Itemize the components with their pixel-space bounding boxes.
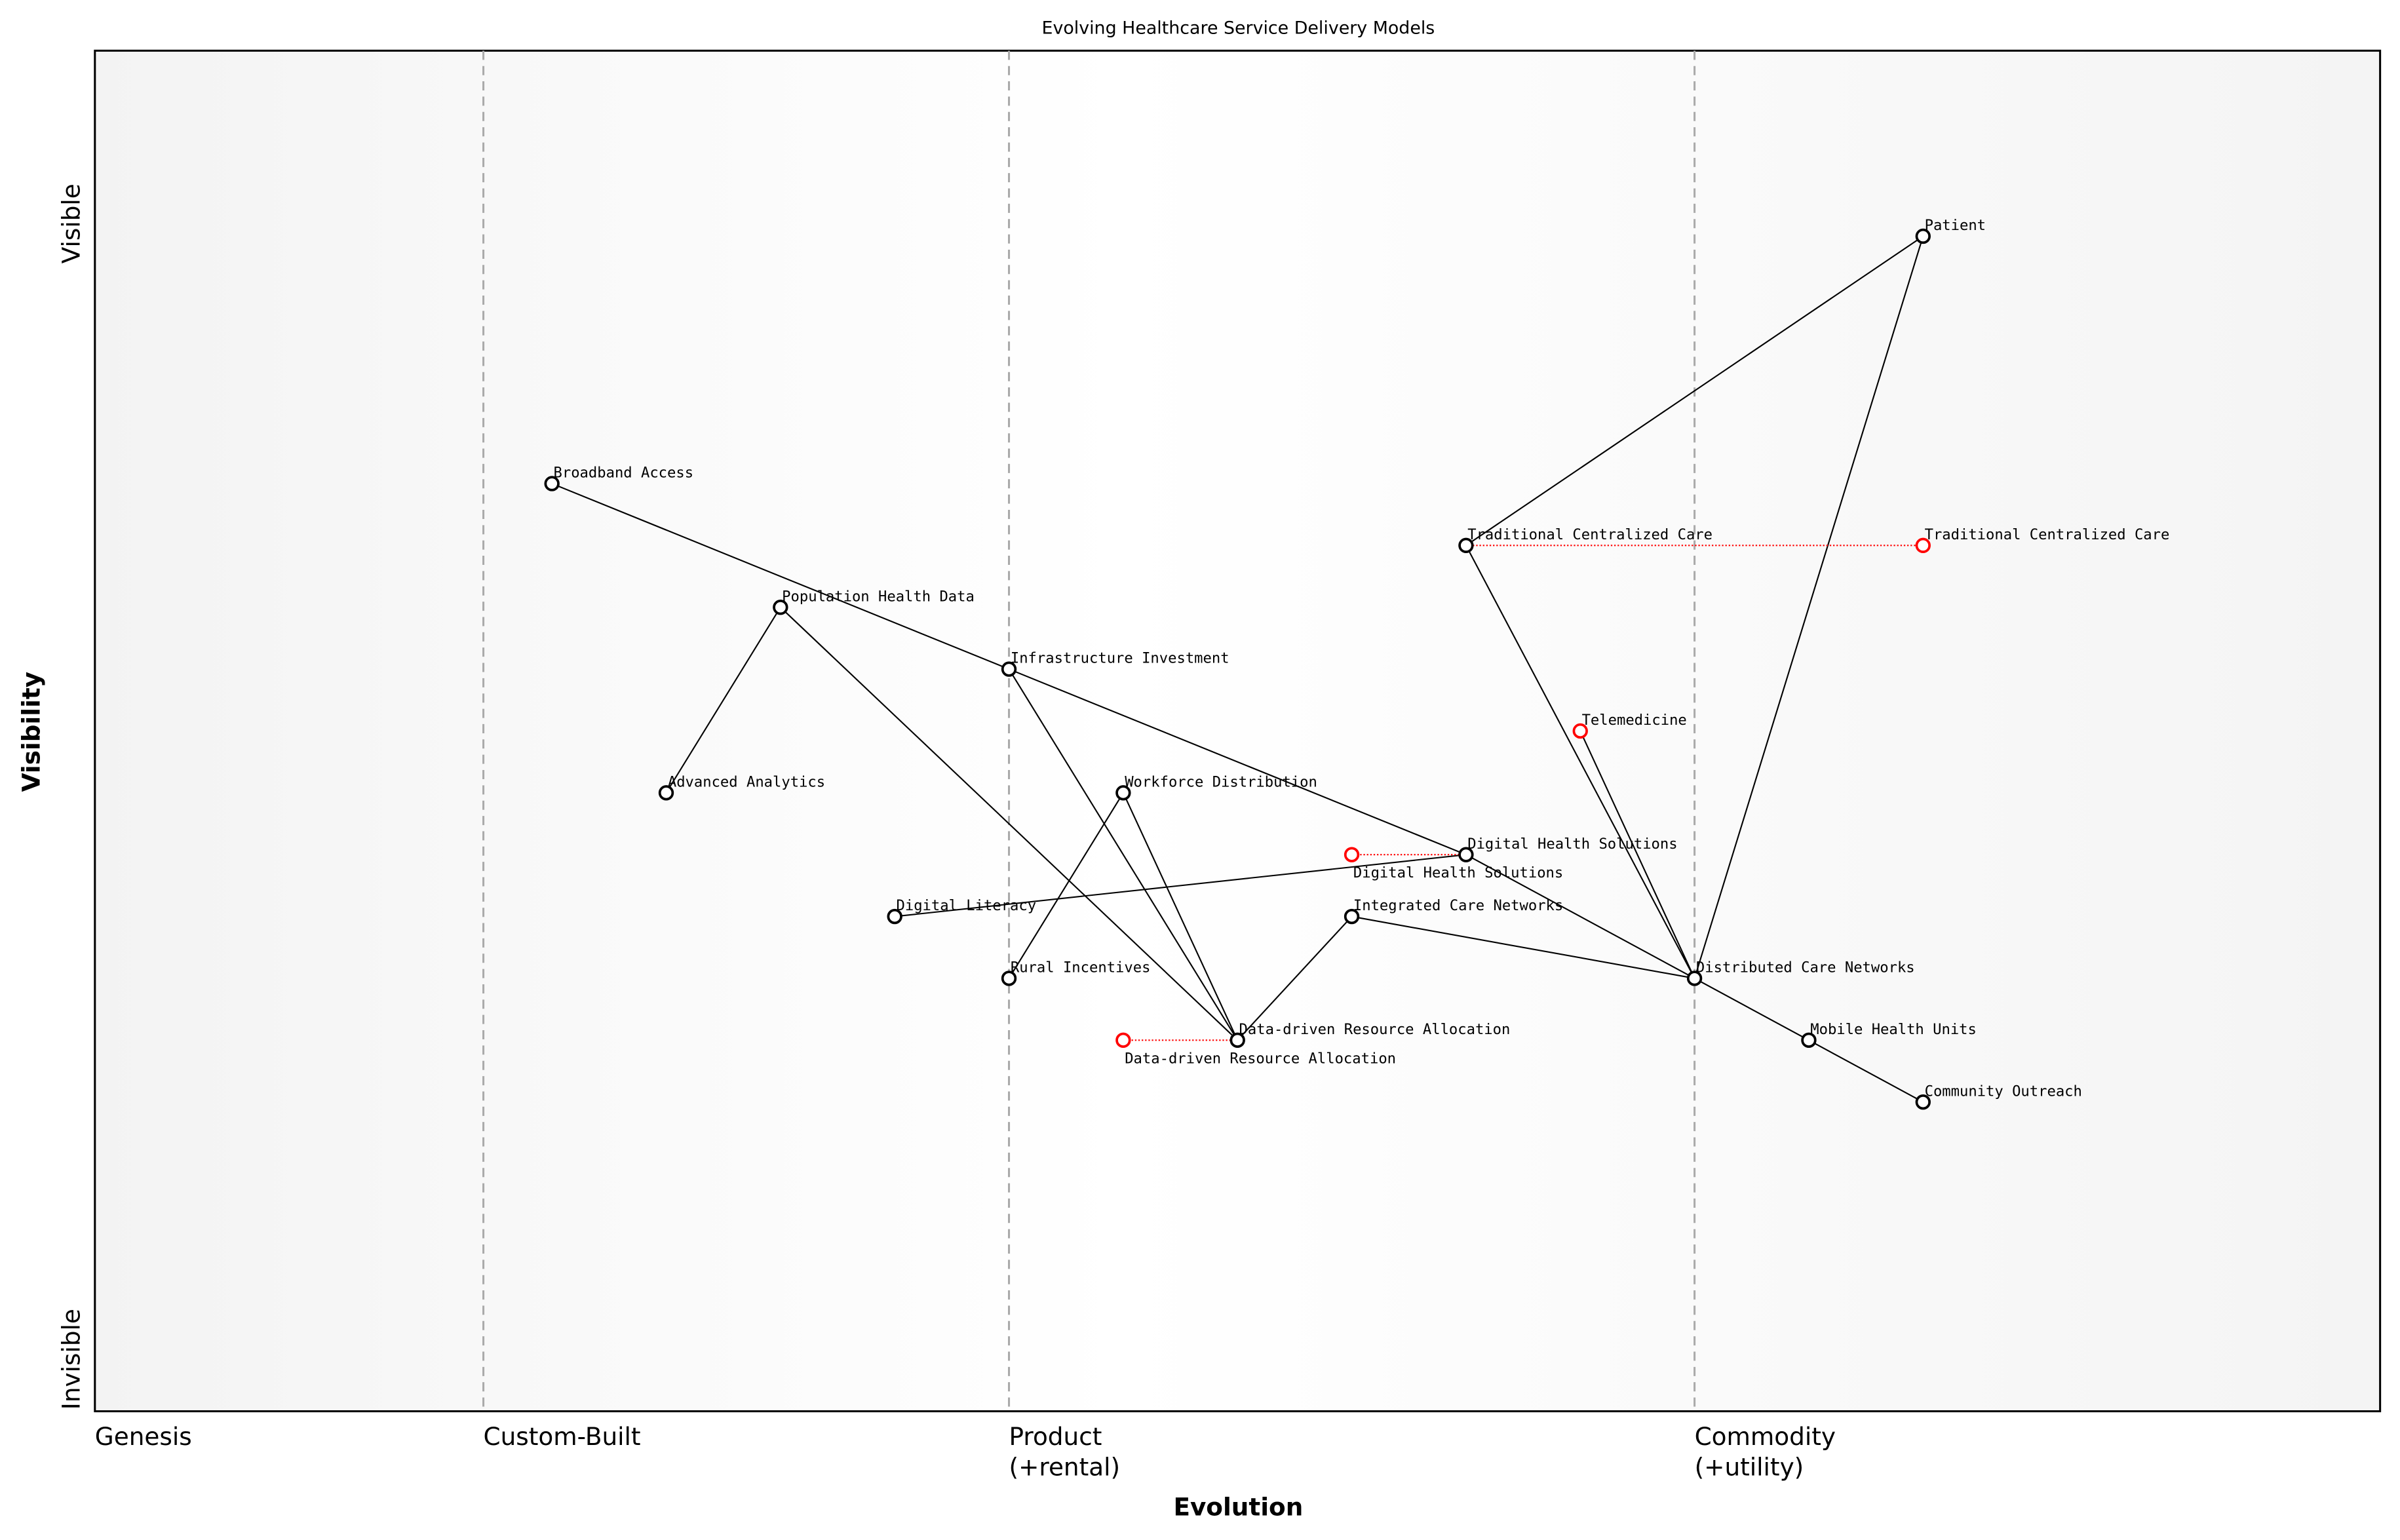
dependency-link (1008, 668, 1239, 1041)
dependency-link (1465, 545, 1695, 979)
y-axis-label: Visibility (17, 672, 46, 792)
component-label: Rural Incentives (1011, 959, 1151, 976)
dependency-link (1808, 1039, 1924, 1103)
stage-dividers (482, 50, 1696, 1412)
dependency-link (1237, 915, 1353, 1041)
component-label: Traditional Centralized Care (1467, 526, 1713, 543)
component-marker (887, 908, 902, 925)
dependency-link (780, 606, 1238, 1041)
dependency-link (551, 482, 1009, 670)
component-label: Mobile Health Units (1810, 1021, 1977, 1038)
dependency-link (1351, 915, 1695, 979)
plot-area (94, 49, 2382, 1413)
component-label: Patient (1925, 217, 1986, 234)
component-marker (1001, 971, 1017, 986)
dependency-link (1694, 978, 1810, 1041)
component-marker (1686, 971, 1703, 986)
dependency-link (1465, 235, 1924, 547)
components: Patient Broadband Access Traditional Centr… (544, 217, 2170, 1110)
component-marker (1458, 537, 1474, 554)
dependency-link (1008, 792, 1124, 979)
evolution-links (1123, 545, 1924, 1041)
chart-title: Evolving Healthcare Service Delivery Mod… (1041, 18, 1435, 39)
evolution-stage-labels: Genesis Custom-Built Product(+rental) Commo… (95, 1422, 1836, 1482)
y-axis-bottom-label: Invisible (56, 1309, 85, 1410)
component-label: Digital Health Solutions (1353, 864, 1563, 881)
component-marker (1115, 1032, 1131, 1048)
stage-label: Custom-Built (484, 1422, 641, 1451)
dependency-link (1465, 854, 1695, 979)
component-marker (1344, 847, 1360, 862)
component-marker (1458, 847, 1474, 862)
component-label: Workforce Distribution (1125, 773, 1317, 790)
component-label: Telemedicine (1582, 712, 1687, 729)
stage-label: Product (1009, 1422, 1102, 1451)
component-marker (544, 476, 560, 491)
dependency-link (665, 607, 781, 794)
component-marker (1915, 537, 1931, 554)
component-label: Advanced Analytics (668, 773, 825, 790)
dependency-link (895, 854, 1467, 917)
x-axis-label: Evolution (1173, 1492, 1303, 1521)
component-marker (1572, 723, 1588, 739)
component-marker (1915, 1094, 1931, 1110)
stage-label: Genesis (95, 1422, 192, 1451)
component-label: Broadband Access (554, 465, 694, 482)
component-label: Infrastructure Investment (1011, 650, 1229, 667)
component-label: Traditional Centralized Care (1925, 526, 2170, 543)
component-label: Community Outreach (1925, 1083, 2082, 1100)
component-marker (1801, 1032, 1817, 1048)
component-label: Population Health Data (782, 588, 975, 605)
component-marker (658, 785, 674, 801)
component-label: Distributed Care Networks (1696, 959, 1915, 976)
component-label: Data-driven Resource Allocation (1239, 1021, 1511, 1038)
component-label: Digital Health Solutions (1467, 836, 1677, 853)
component-marker (1915, 228, 1931, 244)
dependency-link (1694, 236, 1924, 979)
stage-label: Commodity (1695, 1422, 1836, 1451)
component-marker (1115, 785, 1131, 801)
dependency-links (551, 235, 1924, 1103)
component-label: Integrated Care Networks (1353, 897, 1563, 914)
stage-label: (+rental) (1009, 1453, 1121, 1482)
component-marker (1229, 1032, 1245, 1048)
dependency-link (1009, 668, 1467, 856)
dependency-link (1122, 792, 1239, 1041)
component-label: Digital Literacy (897, 897, 1037, 914)
stage-label: (+utility) (1695, 1453, 1804, 1482)
component-marker (1001, 661, 1017, 677)
y-axis-top-label: Visible (56, 183, 85, 263)
component-marker (773, 600, 788, 615)
dependency-link (1579, 731, 1695, 979)
component-label: Data-driven Resource Allocation (1125, 1050, 1396, 1067)
component-marker (1344, 908, 1360, 925)
